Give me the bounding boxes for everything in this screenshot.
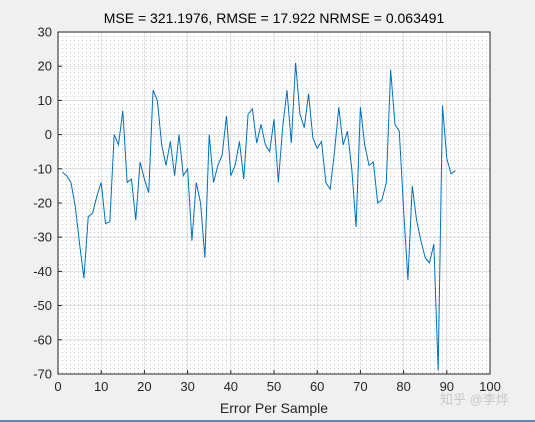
x-tick-label: 80 — [396, 379, 410, 394]
y-tick-label: 10 — [38, 93, 52, 108]
x-tick-label: 40 — [224, 379, 238, 394]
x-tick-label: 100 — [479, 379, 501, 394]
x-axis-ticks: 0 10 20 30 40 50 60 70 80 90 100 — [54, 370, 501, 394]
y-tick-label: -50 — [33, 298, 52, 313]
bottom-border — [0, 420, 535, 422]
y-axis-ticks: 30 20 10 0 -10 -20 -30 -40 -50 -60 -70 — [33, 25, 62, 382]
watermark-text: 知乎 @李烨 — [440, 392, 509, 407]
x-tick-label: 90 — [440, 379, 454, 394]
x-tick-label: 20 — [137, 379, 151, 394]
chart-title: MSE = 321.1976, RMSE = 17.922 NRMSE = 0.… — [104, 10, 445, 26]
x-axis-label: Error Per Sample — [220, 400, 328, 416]
y-tick-label: 0 — [45, 127, 52, 142]
x-tick-label: 0 — [54, 379, 61, 394]
y-tick-label: -40 — [33, 264, 52, 279]
x-tick-label: 60 — [310, 379, 324, 394]
y-tick-label: 20 — [38, 59, 52, 74]
y-tick-label: -70 — [33, 367, 52, 382]
series-line — [62, 62, 456, 371]
y-tick-label: -10 — [33, 161, 52, 176]
y-tick-label: -30 — [33, 230, 52, 245]
x-tick-label: 50 — [267, 379, 281, 394]
y-tick-label: -20 — [33, 196, 52, 211]
x-tick-label: 10 — [94, 379, 108, 394]
y-tick-label: -60 — [33, 332, 52, 347]
x-tick-label: 70 — [353, 379, 367, 394]
y-tick-label: 30 — [38, 25, 52, 40]
x-tick-label: 30 — [180, 379, 194, 394]
